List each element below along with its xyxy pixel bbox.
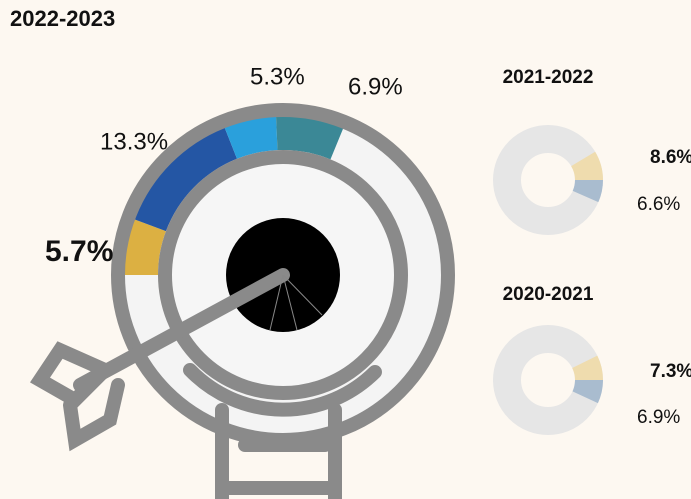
value-label: 6.9% <box>348 73 403 100</box>
chart-title: 2022-2023 <box>10 6 115 31</box>
marks <box>118 110 603 435</box>
value-label: 5.7% <box>45 235 113 268</box>
value-label: 7.3% <box>650 361 691 382</box>
donut-segment <box>571 151 603 180</box>
arrow <box>30 268 290 452</box>
tick <box>282 274 323 316</box>
tick <box>269 274 284 331</box>
tick <box>282 274 298 331</box>
donut-segment <box>572 380 603 404</box>
value-label: 6.9% <box>637 407 680 428</box>
value-label: 13.3% <box>100 128 168 155</box>
value-label: 8.6% <box>650 147 691 168</box>
value-label: 6.6% <box>637 194 680 215</box>
chart-title: 2021-2022 <box>503 67 594 88</box>
value-label: 5.3% <box>250 63 305 90</box>
donut-segment <box>572 180 603 203</box>
chart-title: 2020-2021 <box>503 284 594 305</box>
arrow-feather <box>63 378 125 452</box>
arrow-feather <box>30 341 118 409</box>
inner-arc <box>183 363 382 417</box>
donut-segment <box>128 121 237 232</box>
donut-segment <box>572 355 603 380</box>
